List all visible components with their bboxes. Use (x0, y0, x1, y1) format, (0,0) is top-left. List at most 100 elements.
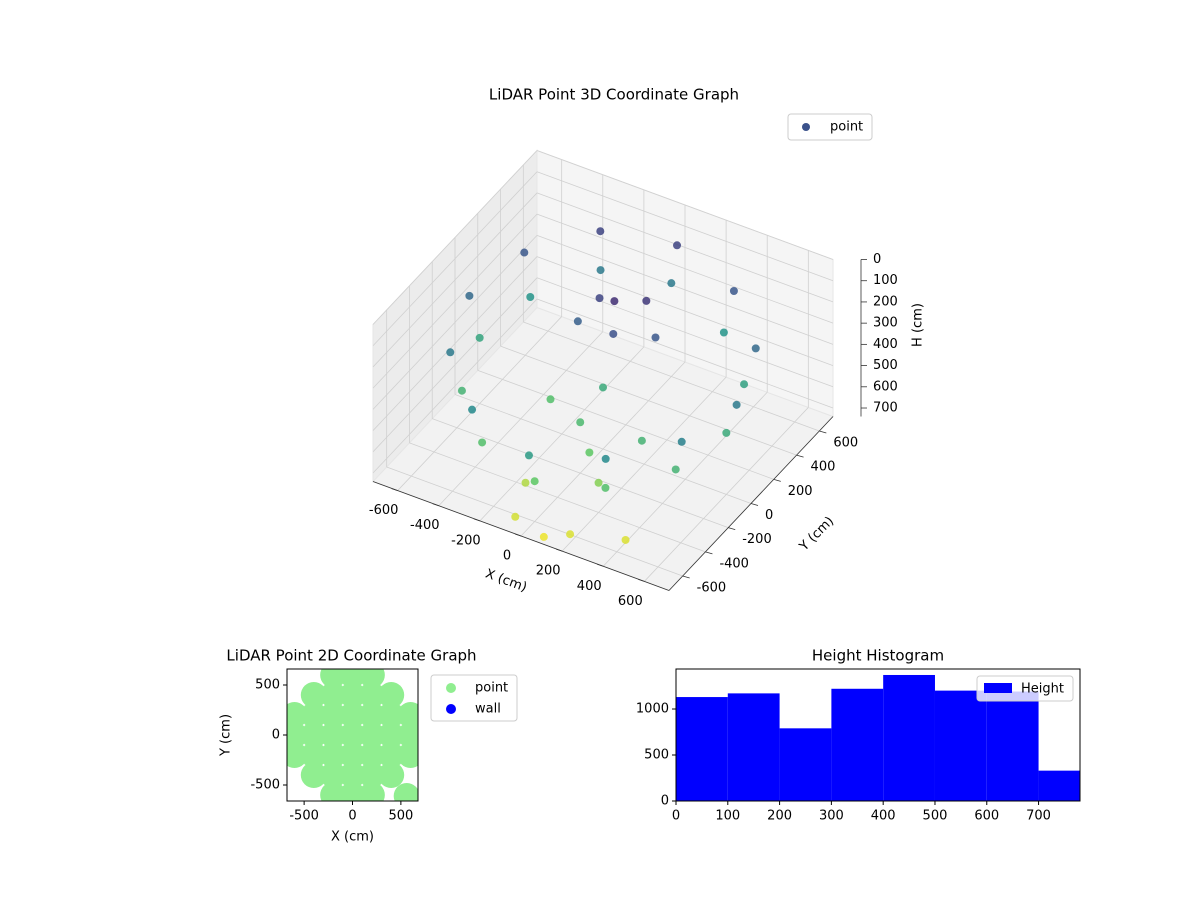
grid-line (523, 321, 820, 432)
x-tick-label: 500 (923, 809, 948, 824)
grid-line (386, 466, 683, 577)
grid-line (536, 298, 834, 409)
point (475, 333, 484, 342)
point (378, 762, 405, 788)
x-axis-label: X (cm) (331, 830, 374, 845)
grid-line (372, 192, 538, 368)
x-tick-label: 400 (577, 579, 602, 594)
point (719, 328, 728, 337)
z-tick-label: 300 (873, 316, 898, 331)
point (358, 669, 385, 688)
y-tick-label: 500 (644, 748, 669, 763)
point (378, 722, 405, 748)
x-tick-label: 0 (672, 809, 680, 824)
grid-line (536, 192, 834, 303)
point (393, 783, 418, 801)
point (526, 293, 535, 302)
y-tick (682, 575, 690, 579)
point (339, 722, 366, 748)
point (358, 742, 385, 768)
point (673, 241, 682, 250)
z-tick-label: 500 (873, 358, 898, 373)
x-tick-label: 400 (871, 809, 896, 824)
point (358, 782, 385, 801)
x-tick-label: 300 (819, 809, 844, 824)
point (358, 722, 385, 748)
point (596, 266, 605, 275)
x-tick-label: 200 (536, 564, 561, 579)
point (339, 702, 366, 728)
chart-title: LiDAR Point 2D Coordinate Graph (226, 647, 476, 665)
point (594, 478, 603, 487)
x-tick-label: 0 (348, 809, 356, 824)
grid-line (409, 442, 706, 553)
point (320, 722, 347, 748)
point (667, 279, 676, 288)
grid-line (372, 235, 538, 410)
z-tick-label: 400 (873, 337, 898, 352)
point (457, 386, 466, 395)
point (601, 483, 610, 492)
grid-line (372, 298, 538, 474)
z-tick-label: 100 (873, 273, 898, 288)
point (596, 227, 605, 236)
point (378, 682, 405, 708)
point (287, 702, 308, 728)
point (300, 722, 327, 748)
point (530, 477, 539, 486)
legend-label: wall (475, 702, 501, 717)
point (300, 702, 327, 728)
point (732, 400, 741, 409)
point (378, 702, 405, 728)
point (339, 682, 366, 708)
x-tick-label: 700 (1026, 809, 1051, 824)
point (397, 722, 418, 748)
point (599, 383, 607, 392)
z-tick-label: 200 (873, 294, 898, 309)
legend-marker (446, 683, 456, 693)
y-tick-label: 0 (272, 728, 280, 743)
point (637, 436, 646, 445)
point (378, 742, 405, 768)
point (358, 702, 385, 728)
point (300, 762, 327, 788)
point (576, 418, 585, 427)
point (740, 380, 749, 389)
y-tick-label: -400 (719, 556, 749, 571)
point (446, 348, 455, 357)
point (478, 438, 487, 447)
x-tick-label: 600 (974, 809, 999, 824)
y-tick-label: 0 (661, 794, 669, 809)
point (609, 329, 618, 338)
point (320, 682, 347, 708)
point (751, 344, 760, 353)
point (729, 287, 738, 296)
y-tick (773, 478, 781, 482)
bar (883, 674, 935, 801)
bar (831, 688, 884, 801)
point (320, 742, 347, 768)
y-tick-label: 500 (255, 678, 280, 693)
point (595, 294, 604, 303)
y-tick (750, 503, 759, 506)
grid-line (372, 213, 538, 389)
y-tick-label: -200 (742, 532, 772, 547)
x-tick-label: 0 (503, 549, 511, 564)
point (397, 742, 418, 768)
grid-line (536, 234, 834, 345)
x-tick-label: 600 (618, 594, 643, 609)
legend-marker (984, 683, 1012, 693)
grid-line (372, 277, 538, 453)
y-tick (705, 551, 713, 555)
grid-line (536, 256, 834, 366)
grid-line (477, 369, 774, 480)
chart-title: LiDAR Point 3D Coordinate Graph (489, 86, 739, 104)
point (539, 532, 548, 541)
point (300, 682, 327, 708)
point (287, 742, 308, 768)
y-tick-label: -600 (697, 581, 727, 596)
x-axis-line (372, 481, 670, 591)
x-tick-label: -400 (410, 518, 440, 533)
x-tick-label: 100 (715, 809, 740, 824)
